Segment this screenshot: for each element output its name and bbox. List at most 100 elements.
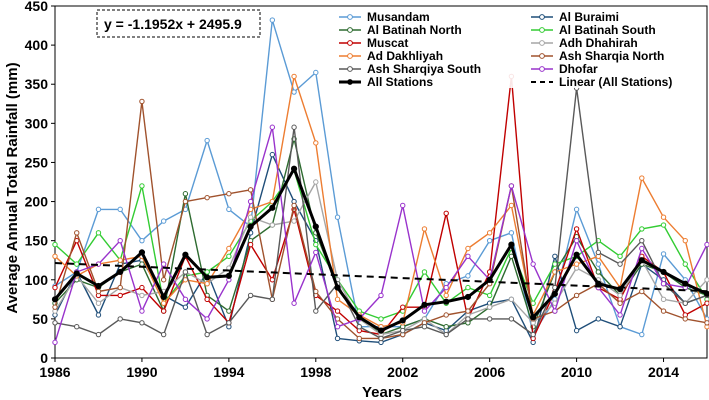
y-tick-label: 250 [25,154,49,170]
data-point [334,284,341,291]
data-point [573,251,580,258]
data-point [465,284,471,291]
data-point [182,269,189,275]
data-point [269,204,276,211]
data-point [269,124,276,130]
data-point [204,296,210,303]
data-point [95,206,102,213]
data-point [400,202,406,209]
data-point [226,191,232,197]
data-point [139,320,145,326]
legend-label: All Stations [367,75,433,89]
x-tick-label: 1994 [213,364,244,380]
data-point [465,245,471,252]
legend-item-linear-all-stations: Linear (All Stations) [531,75,672,89]
data-point [334,308,341,314]
data-point [334,214,341,220]
x-tick-label: 2010 [561,364,592,380]
y-tick-label: 150 [25,233,49,249]
data-point [204,137,210,144]
data-point [378,335,384,342]
data-point [226,308,232,314]
axes: 0 50 100 150 200 250 300 350 400 450 1986 1990 1994 1… [25,0,708,380]
data-point [139,292,145,299]
data-point [486,237,493,244]
data-point [639,245,645,252]
legend-label: Al Batinah North [367,23,462,37]
data-point [573,261,580,267]
data-point [247,187,254,193]
data-point [225,272,232,279]
data-point [52,320,58,326]
data-point [52,339,58,346]
data-point [160,300,167,306]
data-point [182,251,189,258]
data-point [356,335,362,342]
data-point [182,198,189,205]
data-point [291,300,297,306]
legend: Musandam Al Buraimi Al Batinah North Al Bat… [334,8,706,89]
legend-label: Muscat [367,36,408,50]
data-point [551,290,558,297]
legend-label: Ash Sharqia North [559,49,664,63]
data-point [573,226,580,232]
legend-marker [539,53,545,59]
data-point [117,268,124,276]
data-point [465,253,471,260]
data-point [95,312,102,318]
data-point [573,292,580,299]
data-point [117,284,123,291]
data-point [139,261,145,267]
data-point [421,324,428,330]
data-point [682,237,688,244]
data-point [51,296,59,303]
data-point [660,251,667,257]
data-point [139,98,145,105]
data-point [226,320,232,326]
data-point [617,261,623,267]
legend-item-adh-dhahirah: Adh Dhahirah [531,36,638,50]
y-tick-label: 0 [40,350,48,366]
legend-label: Dhofar [559,62,598,76]
data-point [160,293,167,301]
data-point [486,304,493,310]
data-point [182,191,189,197]
data-point [704,277,709,283]
data-point [443,298,450,305]
data-point [291,218,297,224]
data-point [443,284,449,291]
plot-frame [54,5,708,359]
legend-item-dhofar: Dhofar [531,62,598,76]
data-point [182,296,189,303]
data-point [160,331,167,338]
data-point [660,268,667,276]
x-tick-label: 1990 [126,364,157,380]
data-point [486,292,493,299]
data-point [95,282,102,290]
legend-item-all-stations: All Stations [339,75,433,89]
data-point [247,292,254,299]
data-point [638,257,645,264]
annotation-layer: y = -1.1952x + 2495.9 [96,9,261,38]
data-point [704,320,709,326]
data-point [617,312,623,318]
data-point [291,202,297,209]
data-point [160,308,167,314]
legend-marker [347,40,353,46]
legend-marker [539,66,545,72]
data-point [595,269,602,275]
data-point [139,308,145,314]
data-point [682,316,688,322]
x-tick-label: 2002 [387,364,418,380]
y-tick-label: 400 [25,37,49,53]
y-tick-label: 450 [25,0,49,14]
data-point [465,316,471,322]
data-point [204,280,210,287]
data-point [400,327,406,334]
data-point [95,331,102,338]
y-tick-label: 200 [25,194,49,210]
series-line-dhofar [54,126,708,343]
data-point [356,314,363,321]
data-point [400,304,406,310]
